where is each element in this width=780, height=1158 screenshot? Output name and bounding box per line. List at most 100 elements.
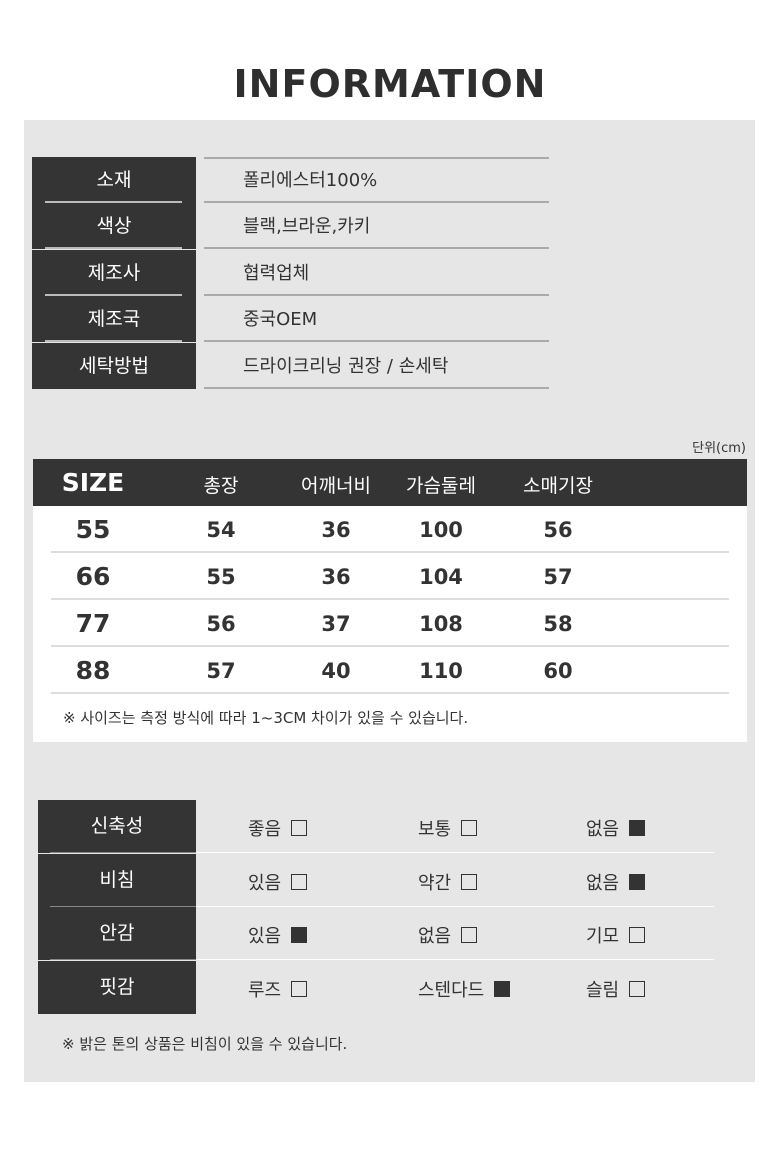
feel-option: 슬림: [586, 976, 646, 1002]
size-row: 88 57 40 110 60: [51, 647, 729, 694]
info-value: 드라이크리닝 권장 / 손세탁: [204, 343, 549, 389]
info-row: 세탁방법 드라이크리닝 권장 / 손세탁: [32, 342, 549, 389]
unit-label: 단위(cm): [692, 441, 746, 456]
feel-option: 스텐다드: [418, 976, 511, 1002]
option-label: 슬림: [586, 979, 620, 1001]
measurement-value: 55: [206, 565, 236, 589]
option-label: 있음: [248, 872, 282, 894]
divider: [50, 959, 196, 960]
feel-label-text: 핏감: [99, 975, 135, 998]
option-label: 없음: [586, 819, 620, 840]
size-value: 55: [75, 515, 111, 544]
divider: [196, 852, 714, 853]
measurement-value: 108: [419, 612, 463, 636]
feel-option: 약간: [418, 869, 478, 895]
info-label: 제조국: [32, 296, 196, 343]
divider: [196, 959, 714, 960]
info-row: 제조국 중국OEM: [32, 296, 549, 343]
measurement-value: 36: [321, 565, 351, 589]
empty-box-icon: [629, 927, 646, 943]
empty-box-icon: [461, 927, 478, 943]
info-value: 폴리에스터100%: [204, 157, 549, 203]
divider: [196, 905, 714, 907]
feel-row: 안감 있음 없음 기모: [38, 907, 714, 960]
size-table-header: SIZE 총장 어깨너비 가슴둘레 소매기장: [33, 459, 747, 506]
info-row: 색상 블랙,브라운,카키: [32, 203, 549, 250]
info-value: 협력업체: [204, 250, 549, 296]
option-label: 없음: [418, 926, 452, 947]
divider: [50, 905, 196, 907]
info-label: 세탁방법: [32, 342, 196, 389]
size-value: 66: [75, 562, 111, 591]
option-label: 있음: [248, 926, 282, 947]
measurement-value: 40: [321, 659, 351, 683]
empty-box-icon: [291, 873, 308, 890]
divider: [50, 852, 196, 853]
empty-box-icon: [291, 980, 308, 997]
option-label: 보통: [418, 819, 452, 840]
feel-option: 루즈: [248, 976, 308, 1002]
divider: [45, 247, 182, 250]
page-title: INFORMATION: [233, 62, 547, 106]
info-label-text: 세탁방법: [79, 354, 149, 377]
feel-option: 보통: [418, 815, 478, 841]
divider: [45, 340, 182, 343]
measurement-value: 60: [543, 659, 573, 683]
column-header: 어깨너비: [301, 475, 371, 497]
feel-label: 비침: [38, 853, 196, 907]
measurement-value: 58: [543, 612, 573, 636]
column-header: 가슴둘레: [406, 475, 476, 497]
feel-label: 핏감: [38, 960, 196, 1014]
size-row: 66 55 36 104 57: [51, 553, 729, 600]
feel-option: 없음: [586, 815, 646, 841]
measurement-value: 37: [321, 612, 351, 636]
info-row: 소재 폴리에스터100%: [32, 157, 549, 203]
feel-label-text: 비침: [99, 868, 135, 891]
info-label: 색상: [32, 203, 196, 250]
size-row: 55 54 36 100 56: [51, 506, 729, 553]
option-label: 스텐다드: [418, 979, 485, 1001]
divider: [45, 201, 182, 203]
measurement-value: 36: [321, 518, 351, 542]
info-label-text: 제조사: [87, 261, 141, 284]
feel-label: 신축성: [38, 800, 196, 853]
measurement-value: 57: [543, 565, 573, 589]
checked-box-icon: [291, 927, 308, 943]
empty-box-icon: [629, 980, 646, 997]
size-row: 77 56 37 108 58: [51, 600, 729, 647]
column-header: SIZE: [61, 468, 125, 497]
feel-row: 핏감 루즈 스텐다드 슬림: [38, 960, 714, 1014]
column-header: 소매기장: [523, 475, 593, 497]
info-label: 소재: [32, 157, 196, 203]
feel-row: 신축성 좋음 보통 없음: [38, 800, 714, 853]
measurement-value: 56: [206, 612, 236, 636]
feel-option: 있음: [248, 869, 308, 895]
feel-label-text: 안감: [99, 922, 135, 944]
feel-option: 좋음: [248, 815, 308, 841]
measurement-value: 104: [419, 565, 463, 589]
divider: [45, 293, 182, 296]
info-value: 중국OEM: [204, 296, 549, 343]
option-label: 기모: [586, 926, 620, 947]
size-table: SIZE 총장 어깨너비 가슴둘레 소매기장 ※ 사이즈는 측정 방식에 따라 1~3C…: [33, 459, 747, 742]
measurement-value: 57: [206, 659, 236, 683]
divider: [204, 157, 549, 159]
feel-label: 안감: [38, 907, 196, 960]
option-label: 약간: [418, 872, 452, 894]
measurement-value: 54: [206, 518, 236, 542]
feel-option: 있음: [248, 922, 308, 948]
info-label-text: 제조국: [87, 308, 141, 331]
checked-box-icon: [629, 873, 646, 890]
size-note: ※ 사이즈는 측정 방식에 따라 1~3CM 차이가 있을 수 있습니다.: [63, 709, 469, 727]
measurement-value: 110: [419, 659, 463, 683]
info-label-text: 소재: [96, 169, 132, 191]
info-label-text: 색상: [96, 215, 132, 238]
feel-note: ※ 밝은 톤의 상품은 비침이 있을 수 있습니다.: [62, 1035, 348, 1053]
option-label: 루즈: [248, 979, 282, 1001]
feel-option: 없음: [586, 869, 646, 895]
info-row: 제조사 협력업체: [32, 249, 549, 296]
feel-option: 기모: [586, 922, 646, 948]
info-label: 제조사: [32, 249, 196, 296]
checked-box-icon: [629, 820, 646, 836]
info-value: 블랙,브라운,카키: [204, 203, 549, 250]
